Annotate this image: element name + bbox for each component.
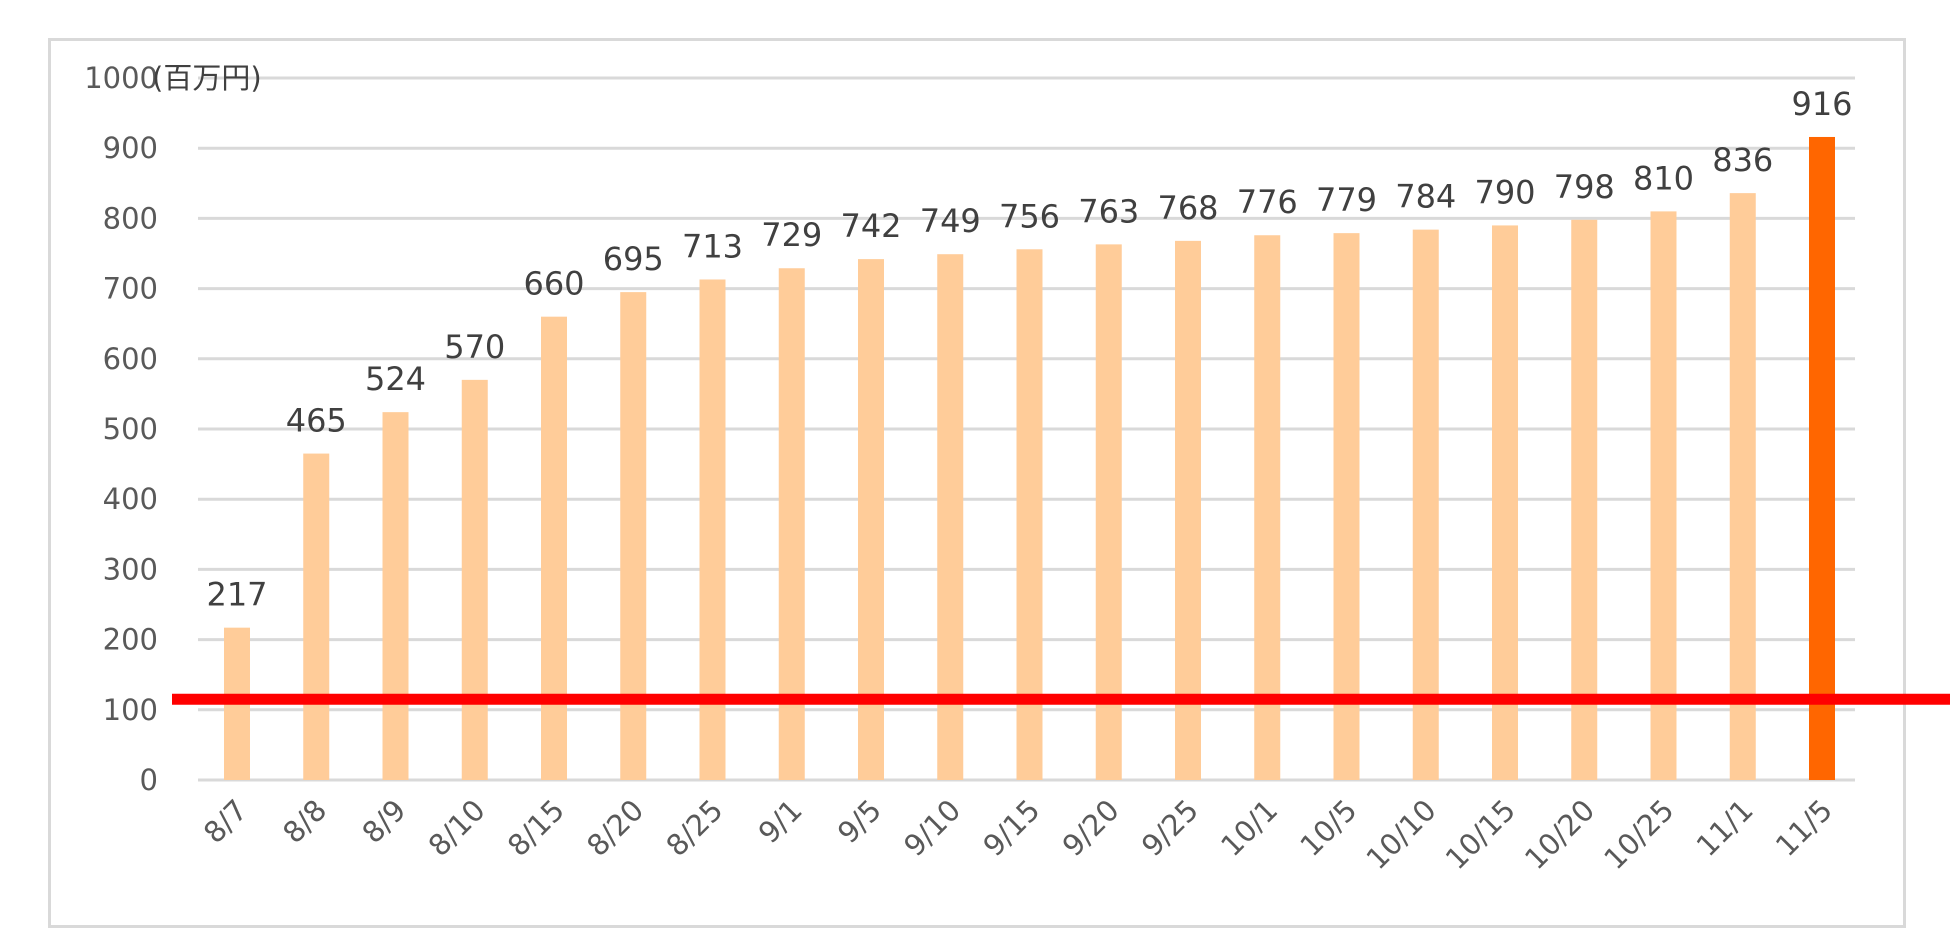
bar xyxy=(541,316,567,780)
data-label: 776 xyxy=(1237,183,1298,221)
data-label: 524 xyxy=(365,360,426,398)
data-label: 768 xyxy=(1157,189,1218,227)
y-tick-label: 700 xyxy=(103,272,158,306)
x-tick-label: 11/5 xyxy=(1769,793,1839,863)
bar xyxy=(1571,219,1598,780)
x-tick-label: 10/5 xyxy=(1293,793,1363,863)
y-tick-label: 0 xyxy=(140,763,158,797)
data-label: 742 xyxy=(840,207,901,245)
y-tick-label: 800 xyxy=(103,201,158,235)
y-unit-label: (百万円) xyxy=(152,61,262,95)
data-label: 217 xyxy=(206,576,267,614)
x-tick-label: 9/15 xyxy=(976,793,1046,863)
bar xyxy=(382,412,409,780)
data-label: 570 xyxy=(444,328,505,366)
data-label: 713 xyxy=(682,227,743,265)
bar xyxy=(1650,211,1677,780)
bar xyxy=(620,292,647,780)
y-tick-label: 1000 xyxy=(84,61,158,95)
bar xyxy=(1333,233,1360,781)
x-tick-label: 8/9 xyxy=(355,793,412,850)
data-label: 749 xyxy=(920,202,981,240)
x-tick-label: 8/8 xyxy=(276,793,333,850)
x-tick-label: 9/25 xyxy=(1135,793,1205,863)
y-tick-label: 200 xyxy=(103,623,158,657)
x-tick-label: 10/15 xyxy=(1439,793,1522,876)
data-label: 729 xyxy=(761,216,822,254)
x-tick-label: 8/25 xyxy=(659,793,729,863)
data-label: 763 xyxy=(1078,192,1139,230)
bar xyxy=(1729,193,1756,781)
y-tick-label: 400 xyxy=(103,482,158,516)
bar xyxy=(461,379,488,780)
y-tick-label: 300 xyxy=(103,552,158,586)
bar xyxy=(1095,244,1122,780)
bar xyxy=(1016,249,1043,781)
data-label: 810 xyxy=(1633,159,1694,197)
x-tick-label: 10/10 xyxy=(1360,793,1443,876)
data-label: 695 xyxy=(603,240,664,278)
bar xyxy=(858,259,884,781)
bar xyxy=(1175,240,1201,780)
x-tick-label: 9/5 xyxy=(831,793,888,850)
x-tick-label: 8/20 xyxy=(580,793,650,863)
y-tick-label: 600 xyxy=(103,342,158,376)
data-label: 790 xyxy=(1474,173,1535,211)
x-tick-label: 9/1 xyxy=(752,793,809,850)
x-tick-label: 8/7 xyxy=(197,793,254,850)
data-label: 798 xyxy=(1554,168,1615,206)
data-label: 836 xyxy=(1712,141,1773,179)
x-tick-label: 9/20 xyxy=(1056,793,1126,863)
y-tick-label: 100 xyxy=(103,693,158,727)
x-tick-label: 10/1 xyxy=(1214,793,1284,863)
data-label: 779 xyxy=(1316,181,1377,219)
bar xyxy=(699,279,726,780)
data-label: 784 xyxy=(1395,178,1456,216)
bar xyxy=(1412,229,1439,780)
x-tick-label: 10/20 xyxy=(1518,793,1601,876)
data-label: 756 xyxy=(999,197,1060,235)
y-tick-label: 900 xyxy=(103,131,158,165)
x-tick-label: 11/1 xyxy=(1690,793,1760,863)
data-label: 916 xyxy=(1791,85,1852,123)
bar xyxy=(937,254,964,780)
data-label: 465 xyxy=(286,402,347,440)
chart-frame xyxy=(48,38,1906,928)
x-tick-label: 9/10 xyxy=(897,793,967,863)
x-tick-label: 10/25 xyxy=(1597,793,1680,876)
bar xyxy=(1254,235,1281,781)
data-label: 660 xyxy=(523,265,584,303)
bar xyxy=(303,453,330,780)
y-tick-label: 500 xyxy=(103,412,158,446)
bar xyxy=(1809,136,1835,780)
bar xyxy=(1492,225,1518,781)
x-tick-label: 8/10 xyxy=(422,793,492,863)
x-tick-label: 8/15 xyxy=(501,793,571,863)
